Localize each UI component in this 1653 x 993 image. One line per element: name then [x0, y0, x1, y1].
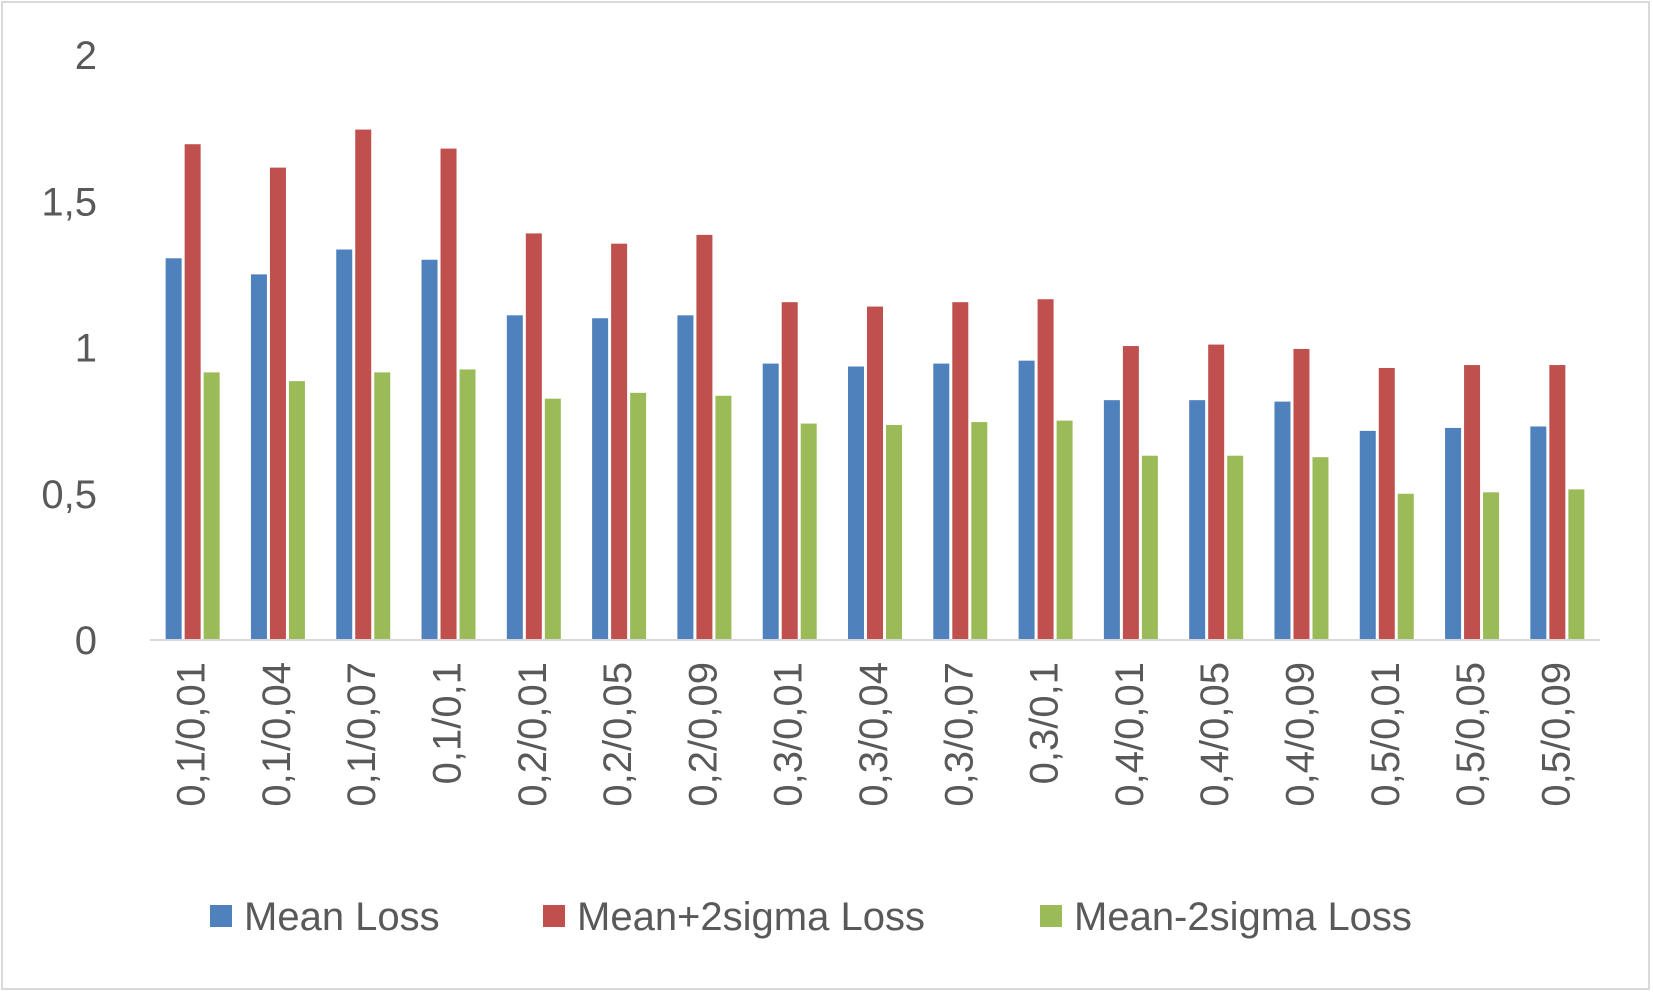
bar-mean-loss-3 — [421, 259, 438, 640]
legend-item-1: Mean+2sigma Loss — [543, 895, 925, 939]
x-tick-label: 0,4/0,05 — [1193, 662, 1237, 807]
bar-mean-2sigma-loss-14 — [1378, 367, 1395, 640]
x-tick-label: 0,5/0,05 — [1449, 662, 1493, 807]
x-tick-label: 0,5/0,01 — [1364, 662, 1408, 807]
y-tick-label: 1 — [75, 327, 97, 371]
y-tick-label: 0 — [75, 619, 97, 663]
bar-mean-loss-11 — [1103, 400, 1120, 640]
bar-mean-2sigma-loss-16 — [1568, 489, 1585, 640]
bar-mean-loss-16 — [1530, 426, 1547, 640]
bar-mean-2sigma-loss-11 — [1141, 455, 1158, 640]
bars — [165, 129, 1585, 641]
y-tick-label: 1,5 — [41, 180, 97, 224]
x-tick-label: 0,3/0,07 — [937, 662, 981, 807]
bar-mean-2sigma-loss-12 — [1227, 455, 1244, 640]
bar-mean-2sigma-loss-13 — [1312, 457, 1329, 640]
bar-mean-2sigma-loss-2 — [374, 372, 391, 640]
legend-item-0: Mean Loss — [210, 895, 440, 939]
bar-mean-2sigma-loss-13 — [1293, 348, 1310, 640]
bar-mean-2sigma-loss-6 — [696, 234, 713, 640]
legend-label: Mean Loss — [244, 895, 440, 939]
bar-mean-loss-15 — [1445, 427, 1462, 640]
bar-mean-loss-7 — [762, 363, 779, 640]
bar-mean-loss-13 — [1274, 401, 1291, 640]
bar-mean-loss-10 — [1018, 360, 1035, 640]
y-tick-label: 2 — [75, 34, 97, 78]
bar-mean-2sigma-loss-15 — [1464, 365, 1481, 640]
bar-mean-2sigma-loss-8 — [867, 306, 883, 640]
bar-mean-2sigma-loss-1 — [288, 381, 305, 640]
y-axis: 0 0,5 1 1,5 2 — [41, 34, 97, 663]
x-tick-label: 0,1/0,01 — [170, 662, 214, 807]
x-tick-label: 0,2/0,05 — [596, 662, 640, 807]
bar-mean-2sigma-loss-10 — [1037, 299, 1054, 640]
x-tick-label: 0,4/0,09 — [1278, 662, 1322, 807]
bar-mean-loss-14 — [1359, 430, 1376, 640]
bar-mean-2sigma-loss-10 — [1056, 420, 1073, 640]
bar-mean-2sigma-loss-9 — [952, 302, 969, 640]
bar-mean-2sigma-loss-5 — [611, 243, 628, 640]
bar-mean-2sigma-loss-9 — [971, 422, 988, 640]
bar-mean-2sigma-loss-2 — [355, 129, 372, 640]
x-tick-label: 0,3/0,04 — [852, 662, 896, 807]
bar-mean-2sigma-loss-7 — [781, 302, 798, 640]
x-tick-label: 0,1/0,07 — [340, 662, 384, 807]
bar-mean-2sigma-loss-5 — [630, 392, 647, 640]
bar-mean-loss-0 — [165, 258, 182, 640]
x-tick-label: 0,2/0,01 — [511, 662, 555, 807]
bar-mean-2sigma-loss-0 — [203, 372, 220, 640]
x-tick-label: 0,3/0,1 — [1023, 662, 1067, 784]
bar-mean-2sigma-loss-7 — [800, 423, 817, 640]
bar-mean-2sigma-loss-8 — [886, 425, 902, 640]
bar-mean-2sigma-loss-3 — [459, 369, 476, 640]
legend-label: Mean+2sigma Loss — [577, 895, 925, 939]
legend-item-2: Mean-2sigma Loss — [1040, 895, 1412, 939]
bar-mean-loss-2 — [336, 249, 353, 640]
bar-mean-loss-5 — [592, 318, 609, 640]
x-tick-label: 0,2/0,09 — [681, 662, 725, 807]
bar-mean-2sigma-loss-4 — [544, 398, 561, 640]
bar-mean-loss-8 — [848, 366, 864, 640]
x-tick-label: 0,3/0,01 — [767, 662, 811, 807]
bar-mean-2sigma-loss-16 — [1549, 365, 1566, 640]
legend-swatch — [210, 905, 232, 927]
bar-mean-2sigma-loss-1 — [269, 167, 286, 641]
bar-mean-2sigma-loss-6 — [715, 395, 732, 640]
bar-mean-2sigma-loss-0 — [184, 144, 201, 640]
bar-mean-2sigma-loss-3 — [440, 148, 457, 640]
x-tick-label: 0,4/0,01 — [1108, 662, 1152, 807]
bar-mean-loss-12 — [1189, 400, 1206, 640]
x-axis: 0,1/0,01 0,1/0,04 0,1/0,07 0,1/0,1 0,2/0,01 0… — [170, 662, 1579, 807]
x-tick-label: 0,5/0,09 — [1534, 662, 1578, 807]
bar-mean-2sigma-loss-15 — [1483, 492, 1500, 640]
x-tick-label: 0,1/0,04 — [255, 662, 299, 807]
bar-mean-2sigma-loss-4 — [525, 233, 542, 641]
legend: Mean Loss Mean+2sigma Loss Mean-2sigma Los… — [210, 895, 1412, 939]
legend-swatch — [543, 905, 565, 927]
legend-label: Mean-2sigma Loss — [1074, 895, 1412, 939]
bar-mean-2sigma-loss-12 — [1208, 344, 1225, 640]
bar-mean-loss-1 — [250, 274, 267, 640]
bar-mean-2sigma-loss-14 — [1397, 493, 1414, 640]
bar-mean-loss-6 — [677, 315, 694, 640]
x-tick-label: 0,1/0,1 — [426, 662, 470, 784]
legend-swatch — [1040, 905, 1062, 927]
bar-mean-2sigma-loss-11 — [1122, 346, 1139, 640]
bar-mean-loss-4 — [506, 315, 523, 640]
y-tick-label: 0,5 — [41, 473, 97, 517]
bar-mean-loss-9 — [933, 363, 950, 640]
